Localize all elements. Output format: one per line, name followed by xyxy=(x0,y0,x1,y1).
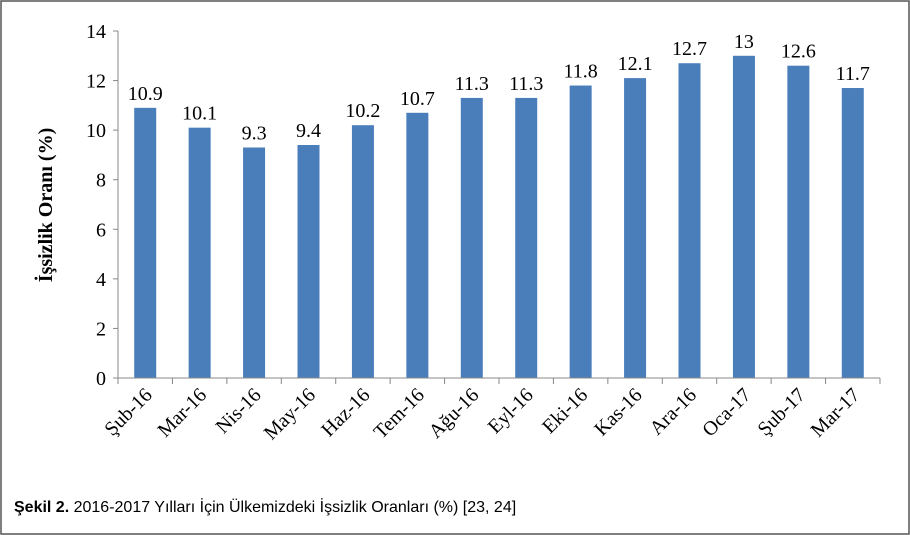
y-tick-label: 12 xyxy=(86,71,106,93)
bar xyxy=(787,65,810,378)
bar xyxy=(460,97,483,379)
bar xyxy=(297,145,320,378)
data-label: 9.4 xyxy=(296,120,321,142)
bar xyxy=(406,112,429,379)
data-label: 12.6 xyxy=(781,41,816,63)
y-axis-label: İşsizlik Oranı (%) xyxy=(33,128,57,282)
bar xyxy=(841,88,864,378)
y-tick-label: 4 xyxy=(96,269,106,291)
data-label: 10.2 xyxy=(345,100,380,122)
y-tick-label: 0 xyxy=(96,368,106,390)
data-label: 12.7 xyxy=(672,38,707,60)
bar xyxy=(732,55,755,379)
bar xyxy=(624,78,647,378)
data-label: 11.3 xyxy=(455,73,489,95)
bar xyxy=(515,97,538,379)
bar xyxy=(678,63,701,378)
caption-text: 2016-2017 Yılları İçin Ülkemizdeki İşsiz… xyxy=(74,497,517,516)
data-label: 12.1 xyxy=(618,53,653,75)
caption: Şekil 2. 2016-2017 Yılları İçin Ülkemizd… xyxy=(14,497,516,516)
data-label: 11.7 xyxy=(836,63,870,85)
data-label: 10.9 xyxy=(128,83,163,105)
bar xyxy=(134,107,157,378)
data-label: 9.3 xyxy=(242,122,267,144)
data-label: 10.1 xyxy=(182,103,217,125)
data-label: 11.3 xyxy=(509,73,543,95)
y-tick-label: 14 xyxy=(86,21,106,43)
bar xyxy=(569,85,592,379)
data-label: 10.7 xyxy=(400,88,435,110)
y-tick-label: 10 xyxy=(86,120,106,142)
caption-label: Şekil 2. xyxy=(14,499,69,516)
y-tick-label: 2 xyxy=(96,318,106,340)
bar xyxy=(188,127,211,379)
data-label: 13 xyxy=(734,31,754,53)
bar xyxy=(243,147,266,378)
y-tick-label: 8 xyxy=(96,170,106,192)
y-tick-label: 6 xyxy=(96,219,106,241)
bar xyxy=(351,125,374,378)
data-label: 11.8 xyxy=(564,61,598,83)
